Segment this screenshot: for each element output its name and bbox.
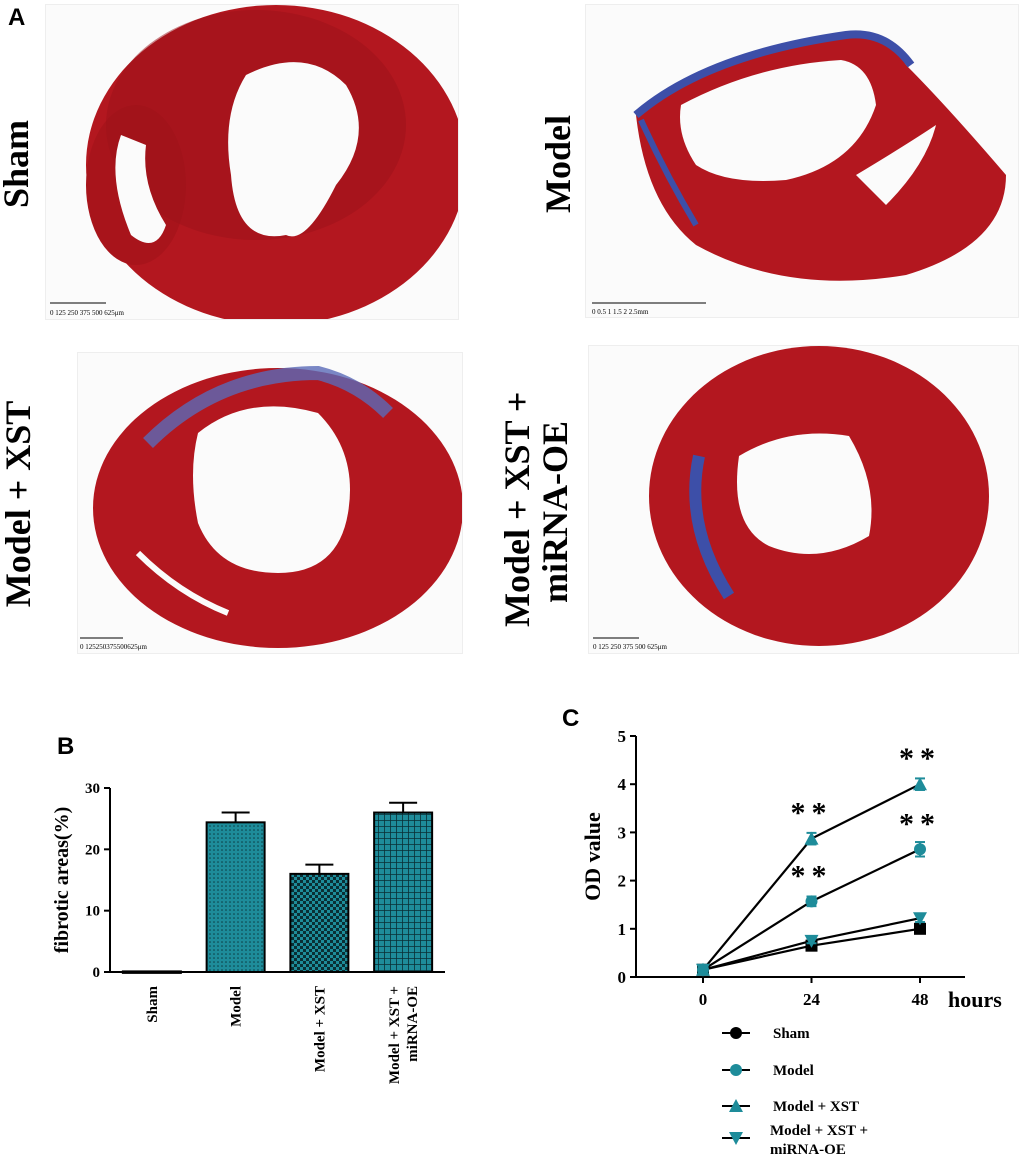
data-point (730, 1064, 742, 1076)
legend-label-line: Sham (773, 1026, 810, 1042)
micrograph-label-model-xst-mirna: Model + XST + miRNA-OE (497, 391, 575, 627)
y-tick-label: 0 (93, 965, 101, 981)
legend-label-line: miRNA-OE (770, 1142, 846, 1158)
y-tick-label: 5 (618, 727, 627, 746)
y-tick-label: 3 (618, 823, 627, 842)
bar (373, 811, 434, 973)
ventricle-lumen (228, 62, 359, 237)
x-tick-label: 24 (803, 990, 821, 1009)
legend-label-line: Model + XST (773, 1099, 859, 1115)
line-chart: 0 1 2 3 4 5 0 24 48 hours OD value ** ** ** ** Sham Mode… (580, 727, 1002, 1158)
data-point (804, 934, 819, 948)
fibrotic-wall (143, 365, 393, 448)
data-point (913, 777, 927, 791)
fibrotic-wall (689, 454, 735, 600)
x-axis-label: hours (948, 987, 1002, 1012)
bar (289, 872, 350, 973)
data-point (914, 922, 926, 935)
ventricle-lumen (193, 406, 350, 573)
y-tick-label: 20 (85, 842, 100, 858)
fibrotic-wall (633, 30, 915, 119)
x-tick-label-line: Sham (145, 986, 161, 1023)
y-tick-label: 2 (618, 872, 627, 891)
scale-text: 0 0.5 1 1.5 2 2.5mm (592, 308, 649, 316)
x-tick-label-line: miRNA-OE (405, 986, 421, 1062)
scale-text: 0 125 250 375 500 625μm (593, 643, 668, 651)
micrograph-model-xst: 0 125250375500625μm (77, 352, 463, 654)
scale-text: 0 125 250 375 500 625μm (50, 309, 125, 317)
data-point (696, 963, 710, 977)
micrograph-label-model-xst: Model + XST (0, 400, 38, 608)
y-tick-label: 1 (618, 920, 627, 939)
x-tick-label: Model (229, 986, 245, 1027)
panel-c-label: C (562, 705, 580, 732)
legend-label-line: Model + XST + (770, 1123, 868, 1139)
micrograph-sham: 0 125 250 375 500 625μm (45, 4, 459, 320)
legend-label: Model + XST (773, 1099, 859, 1115)
legend-label: Sham (773, 1026, 810, 1042)
ventricle-lumen (737, 433, 872, 554)
bar (205, 821, 266, 974)
x-tick-label-line: Model + XST (312, 986, 328, 1072)
legend-label-line: Model (773, 1063, 814, 1079)
legend-label: Model (773, 1063, 814, 1079)
bar (121, 970, 182, 974)
x-tick-label: 48 (912, 990, 929, 1009)
x-tick-label: Model + XST + miRNA-OE (387, 986, 421, 1084)
x-tick-label-line: Model (229, 986, 245, 1027)
micrograph-model-xst-mirna: 0 125 250 375 500 625μm (588, 345, 1019, 654)
legend-label: Model + XST + miRNA-OE (770, 1123, 868, 1158)
bar-chart: 0 10 20 30 fibrotic areas(%) Sham Model Model +… (51, 781, 445, 1084)
x-tick-label: Sham (145, 986, 161, 1023)
data-point (729, 1132, 743, 1145)
ventricle-lumen (680, 60, 876, 181)
panel-a-label: A (8, 4, 26, 31)
y-tick-label: 0 (618, 968, 627, 987)
data-point (914, 843, 926, 856)
data-point (730, 1027, 742, 1039)
panel-b-label: B (57, 733, 75, 760)
significance-marker: ** (899, 742, 941, 775)
data-point (729, 1099, 743, 1112)
significance-marker: ** (791, 859, 833, 892)
micrograph-model: 0 0.5 1 1.5 2 2.5mm (585, 4, 1019, 318)
x-tick-label: 0 (699, 990, 708, 1009)
y-tick-label: 30 (85, 781, 100, 797)
micrograph-label-sham: Sham (0, 119, 36, 209)
significance-marker: ** (899, 807, 941, 840)
data-point (913, 912, 927, 926)
x-tick-label-line: Model + XST + (387, 986, 403, 1084)
y-tick-label: 10 (85, 904, 100, 920)
y-axis-label: OD value (580, 812, 605, 901)
significance-marker: ** (791, 797, 833, 830)
y-tick-label: 4 (618, 775, 627, 794)
micrograph-label-model: Model (538, 115, 578, 213)
data-point (804, 831, 819, 845)
y-axis-label: fibrotic areas(%) (51, 807, 73, 953)
x-tick-label: Model + XST (312, 986, 328, 1072)
data-point (805, 895, 818, 908)
scale-text: 0 125250375500625μm (80, 643, 148, 651)
